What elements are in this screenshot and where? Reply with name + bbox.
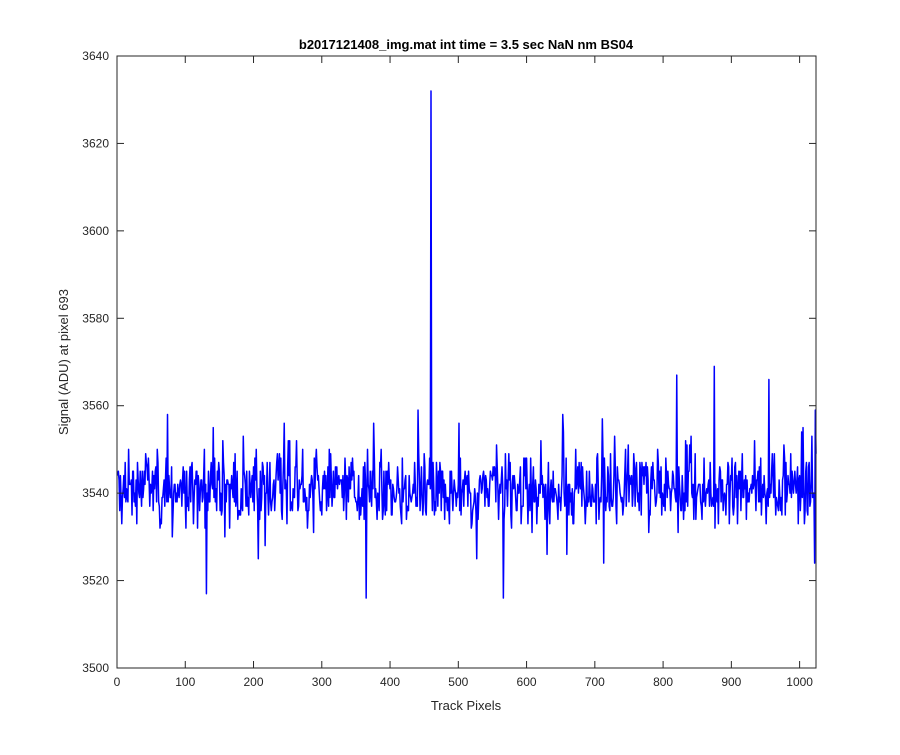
x-tick-label: 600 — [517, 675, 537, 689]
x-tick-label: 900 — [721, 675, 741, 689]
y-tick-label: 3540 — [82, 486, 109, 500]
y-tick-label: 3500 — [82, 661, 109, 675]
x-tick-label: 1000 — [786, 675, 813, 689]
x-tick-label: 0 — [114, 675, 121, 689]
x-tick-label: 500 — [448, 675, 468, 689]
y-tick-label: 3580 — [82, 311, 109, 325]
y-tick-label: 3600 — [82, 224, 109, 238]
chart-title: b2017121408_img.mat int time = 3.5 sec N… — [299, 37, 634, 52]
x-tick-label: 200 — [244, 675, 264, 689]
series-line — [116, 90, 817, 599]
tick-layer: 0 100 200 300 400 500 600 700 800 900 1000 3500 3520… — [82, 49, 816, 689]
y-tick-label: 3520 — [82, 574, 109, 588]
y-tick-label: 3640 — [82, 49, 109, 63]
plot-area — [117, 56, 816, 668]
x-tick-label: 300 — [312, 675, 332, 689]
y-axis-label: Signal (ADU) at pixel 693 — [56, 289, 71, 435]
axes-box — [116, 55, 817, 669]
x-tick-label: 400 — [380, 675, 400, 689]
x-tick-label: 100 — [175, 675, 195, 689]
x-tick-label: 700 — [585, 675, 605, 689]
x-tick-label: 800 — [653, 675, 673, 689]
series-layer — [116, 90, 817, 599]
y-tick-label: 3560 — [82, 399, 109, 413]
y-tick-label: 3620 — [82, 136, 109, 150]
x-axis-label: Track Pixels — [431, 698, 502, 713]
